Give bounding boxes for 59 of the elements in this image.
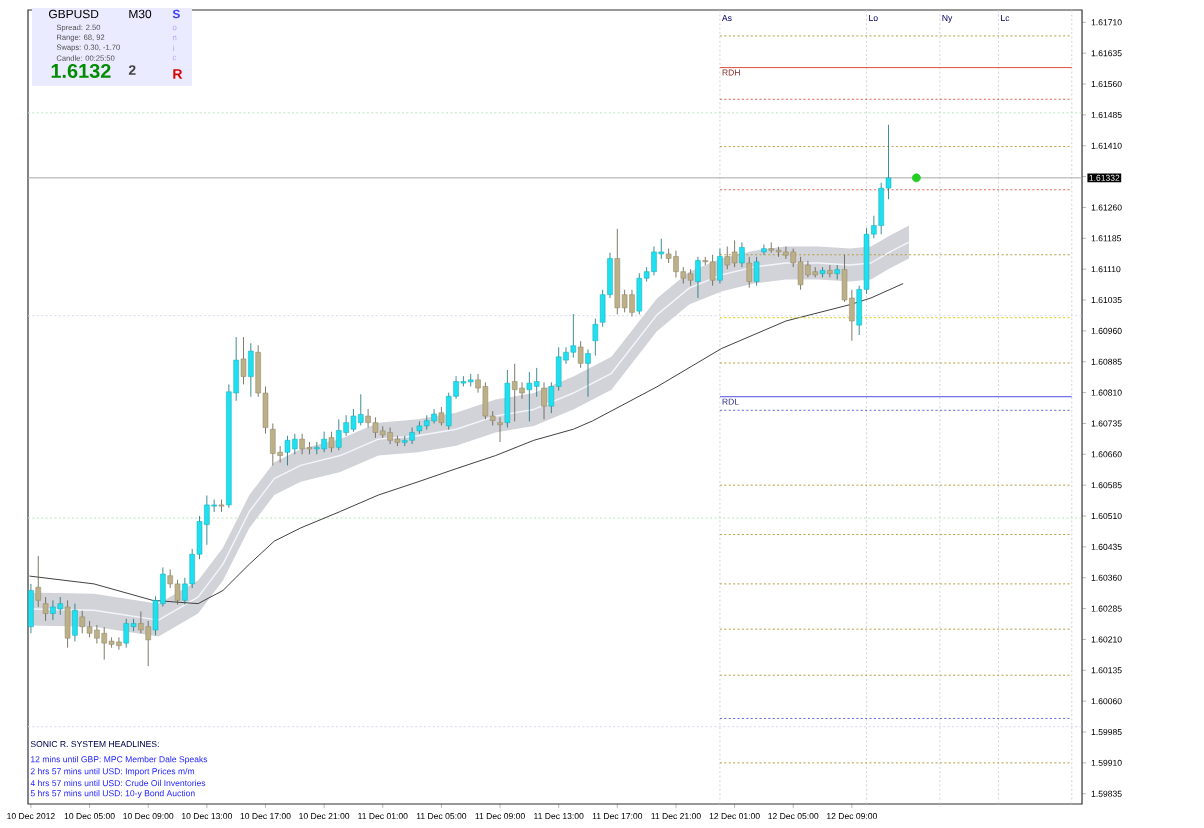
- candlestick: [28, 583, 34, 634]
- candlestick: [138, 611, 144, 634]
- candlestick: [240, 336, 247, 385]
- candlestick: [797, 256, 804, 291]
- candlestick: [504, 369, 511, 428]
- candlestick: [248, 342, 254, 398]
- candlestick: [50, 599, 56, 621]
- candlestick: [761, 244, 767, 256]
- candlestick: [64, 599, 71, 649]
- candlestick: [306, 441, 313, 455]
- candlestick: [768, 242, 774, 254]
- candlestick: [717, 248, 723, 284]
- candlestick: [519, 381, 525, 400]
- candlestick: [497, 416, 503, 443]
- candlestick: [709, 254, 716, 287]
- candlestick: [731, 239, 738, 268]
- candlestick: [299, 433, 305, 455]
- candlestick: [651, 246, 657, 276]
- candlestick: [328, 431, 335, 453]
- candlestick: [695, 256, 701, 299]
- candlestick: [592, 318, 599, 356]
- candlestick: [35, 555, 41, 608]
- candlestick: [526, 371, 533, 422]
- candlestick: [533, 367, 540, 398]
- candlestick: [878, 182, 884, 235]
- candlestick: [94, 624, 100, 644]
- candlestick: [387, 427, 393, 445]
- candlestick: [314, 441, 320, 455]
- candlestick: [541, 381, 547, 420]
- candlestick: [827, 264, 833, 278]
- candlestick: [636, 272, 643, 315]
- candlestick: [585, 349, 591, 398]
- candlestick: [123, 618, 129, 649]
- candlestick: [739, 242, 745, 268]
- candlestick: [292, 433, 298, 455]
- candlestick: [284, 435, 291, 466]
- candlestick: [72, 603, 78, 642]
- candlestick: [218, 499, 225, 513]
- candlestick: [358, 393, 364, 426]
- candlestick: [365, 408, 371, 428]
- candlestick: [570, 313, 577, 359]
- candlestick: [336, 418, 342, 451]
- candlestick: [482, 381, 489, 420]
- candlestick: [511, 363, 518, 422]
- candlestick: [438, 406, 445, 426]
- candlestick: [409, 427, 415, 445]
- candlestick: [101, 626, 107, 660]
- candlestick: [746, 256, 752, 289]
- candlestick: [673, 250, 679, 278]
- candlestick: [372, 416, 379, 439]
- candlestick: [577, 340, 584, 369]
- candlestick: [116, 636, 122, 651]
- candlestick: [753, 256, 760, 287]
- candlestick: [79, 610, 85, 634]
- candlestick: [724, 246, 730, 270]
- candlestick: [783, 246, 789, 260]
- annotation: 1.6132: [51, 63, 111, 79]
- candlestick: [629, 289, 635, 317]
- candlestick: [321, 431, 327, 453]
